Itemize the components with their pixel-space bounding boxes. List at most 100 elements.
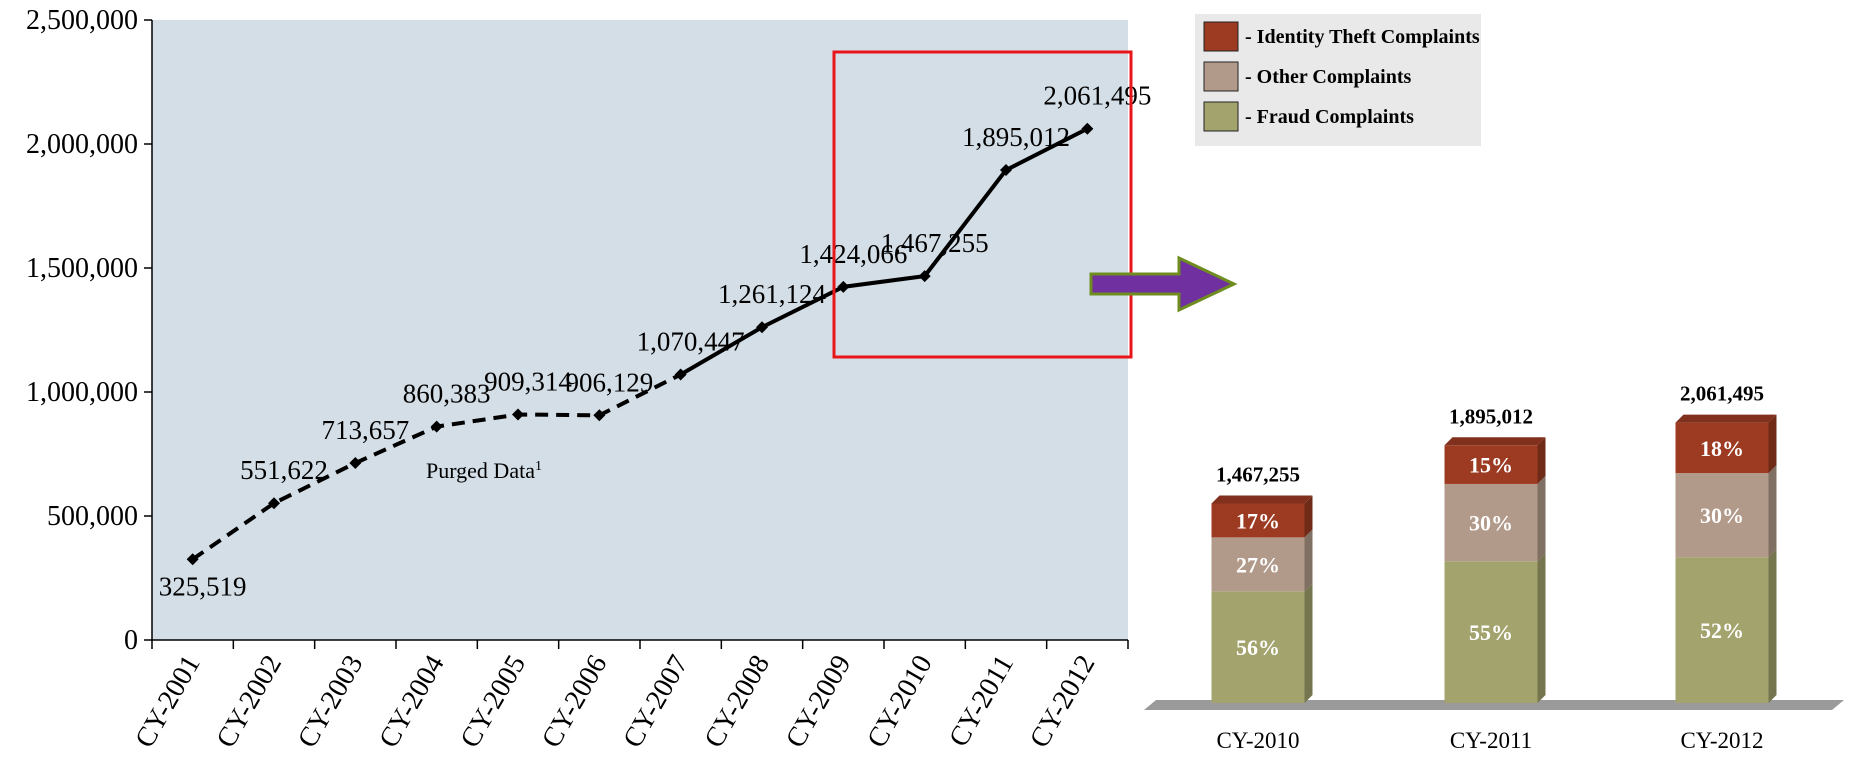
bar-segment-side	[1304, 583, 1313, 703]
bar-segment-side	[1304, 495, 1313, 538]
x-tick-label: CY-2006	[536, 650, 613, 753]
data-point-marker	[1000, 164, 1012, 177]
bar-segment-label: 18%	[1700, 436, 1744, 461]
x-tick-label: CY-2009	[780, 650, 857, 753]
bar-segment	[1444, 561, 1538, 703]
legend-swatch	[1203, 21, 1239, 52]
data-point-marker	[593, 409, 606, 422]
x-tick-label: CY-2011	[943, 650, 1020, 752]
bar-segment-label: 15%	[1469, 453, 1513, 478]
data-point-marker	[349, 457, 362, 470]
bar-total-label: 1,467,255	[1216, 462, 1300, 486]
data-point-marker	[268, 497, 280, 510]
bar-segment-side	[1768, 465, 1777, 558]
y-tick-label: 2,500,000	[26, 5, 138, 36]
data-point-marker	[837, 280, 850, 293]
y-tick-label: 2,000,000	[26, 129, 138, 160]
floor-shape	[1144, 700, 1844, 710]
bar-segment	[1444, 483, 1538, 562]
y-tick-label: 0	[124, 625, 138, 656]
bar-segment-side	[1537, 553, 1546, 703]
x-tick-label: CY-2012	[1024, 650, 1101, 753]
bar-segment-label: 55%	[1469, 620, 1513, 645]
data-point-label: 551,622	[240, 455, 328, 485]
bar-segment-side	[1304, 529, 1313, 592]
bar-top-face	[1675, 414, 1777, 423]
legend: - Identity Theft Complaints - Other Compl…	[1195, 14, 1481, 146]
data-point-label: 713,657	[321, 415, 409, 445]
bar-category-label: CY-2010	[1216, 728, 1299, 753]
bar-segment-label: 30%	[1700, 503, 1744, 528]
bar-segment-side	[1537, 437, 1546, 484]
x-tick-label: CY-2001	[129, 650, 206, 753]
bar-segment-label: 56%	[1236, 635, 1280, 660]
y-tick-label: 1,000,000	[26, 377, 138, 408]
data-point-marker	[430, 420, 443, 433]
data-point-label: 1,424,066	[799, 239, 907, 269]
data-point-marker	[1081, 122, 1094, 135]
data-point-labels: 325,519 551,622 713,657 860,383909,314906,1…	[159, 81, 1152, 602]
bar-segment	[1675, 557, 1769, 703]
data-point-label: 1,895,012	[962, 122, 1070, 152]
data-point-label: 325,519	[159, 571, 247, 601]
data-point-label: 860,383	[403, 379, 491, 409]
data-point-marker	[512, 408, 524, 421]
bar-segment	[1675, 473, 1769, 558]
bar-segment-side	[1537, 475, 1546, 562]
x-tick-label: CY-2002	[211, 650, 288, 753]
bar-segment-label: 52%	[1700, 618, 1744, 643]
bar-top-face	[1211, 495, 1313, 504]
line-chart: 0 500,000 1,000,000 1,500,000 2,000,000 2,500…	[26, 5, 1151, 753]
x-tick-label: CY-2003	[292, 650, 369, 753]
bar-segment-label: 30%	[1469, 511, 1513, 536]
bar-segment	[1675, 422, 1769, 474]
bar-segment-side	[1768, 549, 1777, 703]
purged-data-superscript: 1	[535, 459, 542, 474]
x-tick-label: CY-2010	[861, 650, 938, 753]
line-series	[186, 122, 1094, 566]
highlight-box	[832, 50, 1133, 359]
legend-label: - Other Complaints	[1245, 66, 1412, 88]
bar-top-face	[1444, 437, 1546, 446]
bar-floor	[1144, 700, 1844, 710]
data-point-label: 906,129	[565, 367, 653, 397]
data-point-marker	[756, 321, 768, 334]
bar-segment-label: 17%	[1236, 508, 1280, 533]
y-tick-label: 1,500,000	[26, 253, 138, 284]
data-point-label: 1,261,124	[718, 279, 827, 309]
stacked-bar-chart: 56% 27% 17% 1,467,255 CY-2010 55% 30% 15% 1,895,…	[1144, 14, 1844, 753]
connector-arrow	[1089, 255, 1238, 313]
bar-total-label: 1,895,012	[1449, 404, 1533, 428]
legend-swatch	[1203, 101, 1239, 132]
x-axis: CY-2001 CY-2002 CY-2003 CY-2004 CY-2005 CY-20…	[129, 639, 1129, 753]
plot-background	[152, 20, 1128, 640]
bar-segment-label: 27%	[1236, 552, 1280, 577]
data-point-marker	[918, 270, 931, 283]
bar-total-label: 2,061,495	[1680, 382, 1764, 406]
purged-data-text: Purged Data	[426, 458, 535, 483]
bar-segment	[1211, 503, 1305, 538]
legend-label: - Identity Theft Complaints	[1245, 26, 1480, 48]
bar-segment	[1444, 445, 1538, 484]
data-point-label: 2,061,495	[1043, 81, 1151, 111]
data-point-label: 909,314	[484, 366, 572, 396]
purged-data-annotation: Purged Data1	[426, 458, 542, 483]
legend-box	[1195, 14, 1481, 146]
legend-label: - Fraud Complaints	[1245, 106, 1414, 128]
arrow-shape	[1089, 255, 1238, 313]
x-tick-label: CY-2008	[699, 650, 776, 753]
line-solid-segment	[679, 126, 1089, 377]
data-point-marker	[186, 553, 199, 566]
bars: 56% 27% 17% 1,467,255 CY-2010 55% 30% 15% 1,895,…	[1211, 382, 1777, 753]
x-tick-label: CY-2004	[373, 650, 450, 753]
bar-segment-side	[1768, 414, 1777, 474]
bar-category-label: CY-2011	[1450, 728, 1532, 753]
y-axis: 0 500,000 1,000,000 1,500,000 2,000,000 2,500…	[26, 5, 153, 656]
x-tick-label: CY-2007	[617, 650, 694, 753]
bar-segment	[1211, 537, 1305, 592]
data-point-marker	[674, 368, 687, 381]
y-tick-label: 500,000	[47, 501, 138, 532]
bar-segment	[1211, 591, 1305, 703]
bar-category-label: CY-2012	[1680, 728, 1763, 753]
